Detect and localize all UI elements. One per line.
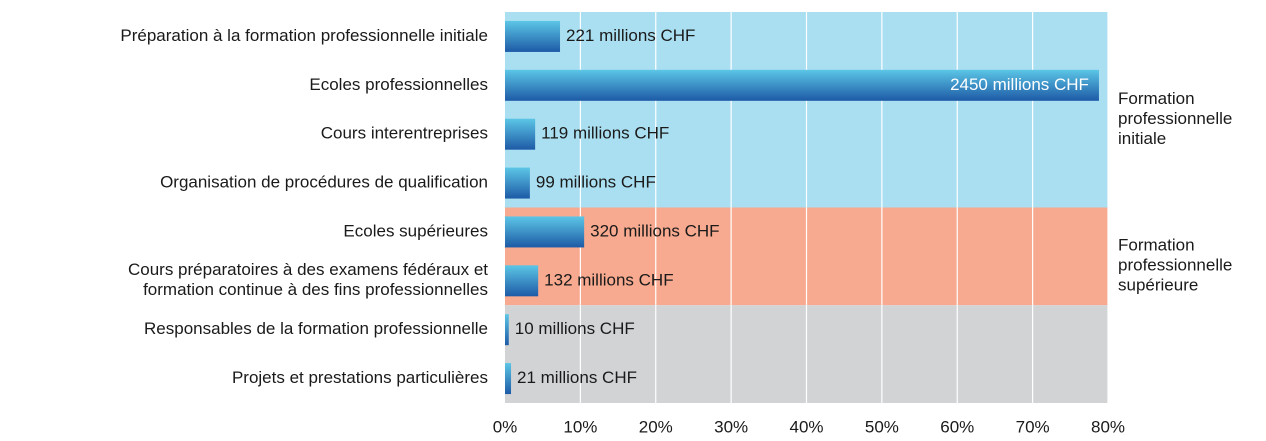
bar bbox=[505, 20, 561, 52]
category-label: Organisation de procédures de qualificat… bbox=[160, 173, 488, 192]
bar bbox=[505, 216, 585, 248]
bar bbox=[505, 167, 530, 199]
data-label: 320 millions CHF bbox=[590, 221, 719, 240]
x-tick-label: 70% bbox=[1016, 417, 1050, 436]
bar bbox=[505, 69, 1099, 101]
bar bbox=[505, 314, 509, 346]
data-label: 221 millions CHF bbox=[566, 26, 695, 45]
x-tick-label: 80% bbox=[1091, 417, 1125, 436]
x-tick-label: 50% bbox=[865, 417, 899, 436]
x-tick-label: 20% bbox=[639, 417, 673, 436]
x-tick-label: 30% bbox=[714, 417, 748, 436]
category-label: Projets et prestations particulières bbox=[232, 368, 488, 387]
data-label: 99 millions CHF bbox=[536, 173, 656, 192]
data-label: 2450 millions CHF bbox=[950, 75, 1089, 94]
category-label: Cours préparatoires à des examens fédéra… bbox=[128, 260, 488, 299]
category-label: Cours interentreprises bbox=[321, 124, 488, 143]
bar bbox=[505, 363, 512, 395]
x-tick-label: 40% bbox=[789, 417, 823, 436]
group-label: Formation professionnelle supérieure bbox=[1118, 236, 1232, 295]
x-tick-label: 0% bbox=[493, 417, 518, 436]
category-label: Préparation à la formation professionnel… bbox=[120, 26, 488, 45]
x-tick-label: 10% bbox=[563, 417, 597, 436]
x-tick-label: 60% bbox=[940, 417, 974, 436]
group-label: Formation professionnelle initiale bbox=[1118, 89, 1232, 148]
data-label: 21 millions CHF bbox=[517, 368, 637, 387]
bar bbox=[505, 265, 539, 297]
category-label: Responsables de la formation professionn… bbox=[144, 319, 488, 338]
data-label: 10 millions CHF bbox=[515, 319, 635, 338]
data-label: 119 millions CHF bbox=[541, 124, 669, 143]
data-label: 132 millions CHF bbox=[544, 270, 673, 289]
category-label: Ecoles professionnelles bbox=[309, 75, 488, 94]
category-label: Ecoles supérieures bbox=[343, 221, 488, 240]
bar bbox=[505, 118, 536, 150]
